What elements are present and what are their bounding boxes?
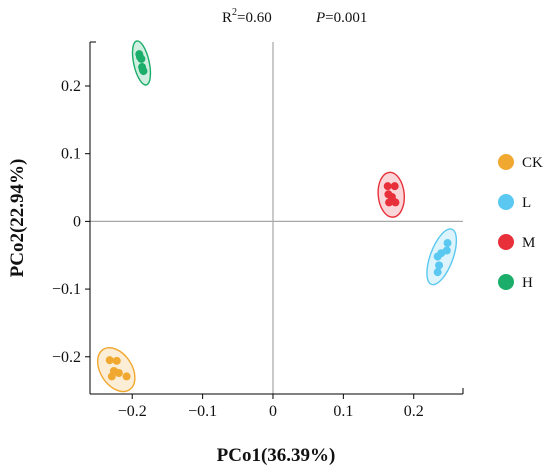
x-tick-label: 0.1 [333, 403, 353, 420]
point-l [433, 252, 442, 261]
p-annotation: P=0.001 [315, 10, 367, 26]
point-l [443, 239, 452, 248]
point-ck [105, 356, 114, 365]
legend-label-ck: CK [522, 155, 543, 171]
point-m [391, 198, 400, 207]
y-axis-title: PCo2(22.94%) [7, 159, 28, 278]
legend-label-l: L [522, 195, 531, 211]
p-value: 0.001 [334, 10, 368, 26]
y-tick-label: 0.1 [61, 146, 81, 163]
point-ck [112, 356, 121, 365]
ellipse-h [131, 40, 152, 86]
legend-marker-h [498, 274, 514, 290]
y-tick-label: 0.2 [61, 78, 81, 95]
x-tick-label: 0.2 [404, 403, 424, 420]
point-m [390, 182, 399, 191]
r2-symbol: R [222, 10, 232, 26]
point-ck [107, 372, 116, 381]
x-axis-title: PCo1(36.39%) [217, 445, 336, 466]
legend: CK L M H [498, 154, 543, 291]
y-tick-label: −0.1 [52, 281, 81, 298]
r2-equals: = [237, 10, 245, 26]
point-ck [114, 369, 123, 378]
plot-area: −0.2 −0.1 0 0.1 0.2 0.2 0.1 0 −0.1 −0.2 [52, 40, 464, 420]
x-tick-label: 0 [269, 403, 277, 420]
y-tick-label: 0 [73, 213, 81, 230]
legend-label-h: H [522, 275, 533, 291]
legend-marker-m [498, 234, 514, 250]
p-equals: = [325, 10, 333, 26]
legend-marker-l [498, 194, 514, 210]
point-h [137, 54, 146, 63]
legend-label-m: M [522, 235, 535, 251]
x-tick-label: −0.2 [118, 403, 147, 420]
r2-annotation: R2=0.60 [222, 7, 272, 26]
point-ck [122, 372, 131, 381]
p-symbol: P [315, 10, 325, 26]
point-l [433, 268, 442, 277]
legend-marker-ck [498, 154, 514, 170]
point-h [139, 67, 148, 76]
point-l [435, 261, 444, 270]
r2-value: 0.60 [245, 10, 271, 26]
point-m [385, 198, 394, 207]
y-tick-label: −0.2 [52, 349, 81, 366]
x-tick-label: −0.1 [188, 403, 217, 420]
point-m [383, 182, 392, 191]
r2-superscript: 2 [232, 7, 237, 18]
